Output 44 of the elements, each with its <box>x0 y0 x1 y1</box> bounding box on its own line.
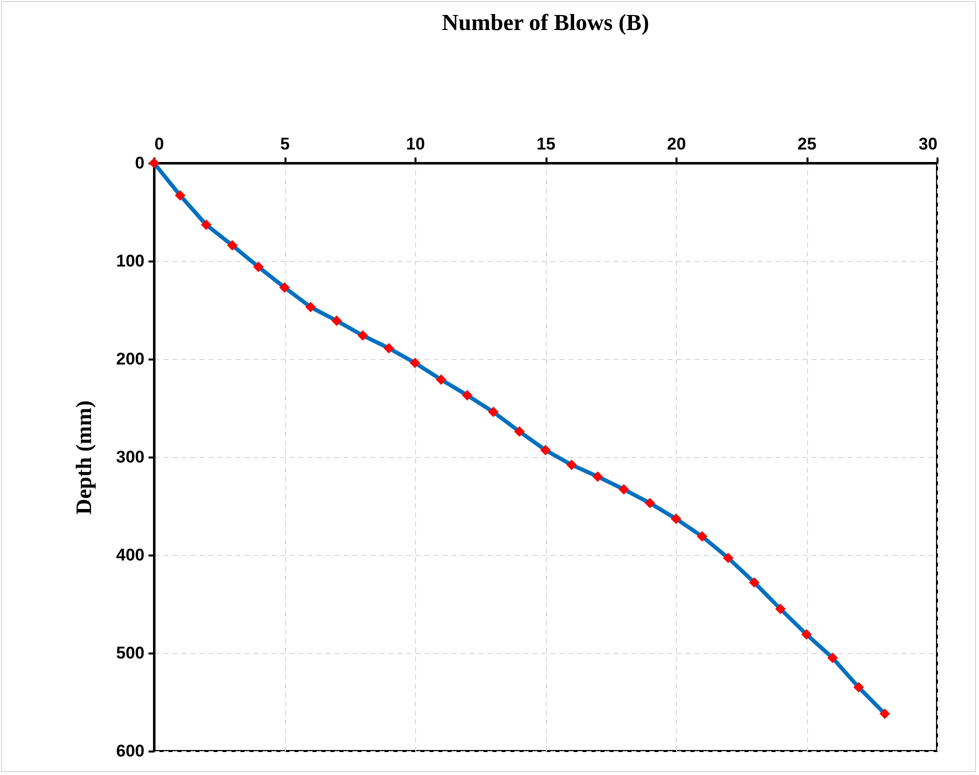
y-tick-label: 300 <box>116 448 144 466</box>
point <box>827 652 838 664</box>
point <box>279 282 290 293</box>
point <box>670 513 682 524</box>
x-tick-label: 15 <box>536 134 556 154</box>
point <box>618 484 630 495</box>
point <box>200 219 212 230</box>
point <box>436 374 446 385</box>
y-axis-title: Depth (mm) <box>71 400 96 515</box>
point <box>174 190 186 201</box>
point <box>488 406 499 418</box>
point <box>696 531 708 542</box>
y-tick-label: 0 <box>135 154 144 172</box>
x-tick-label: 5 <box>280 134 290 154</box>
point <box>384 342 394 354</box>
point <box>227 240 238 251</box>
point <box>462 390 472 401</box>
y-tick-label: 600 <box>116 742 144 760</box>
point <box>253 262 264 272</box>
point <box>566 460 577 470</box>
x-tick-label: 25 <box>798 134 816 154</box>
chart-title: Number of Blows (B) <box>442 10 650 35</box>
point <box>775 604 786 614</box>
point <box>592 471 603 482</box>
x-tick-label: 30 <box>918 134 938 154</box>
point <box>305 302 316 312</box>
point <box>410 358 420 368</box>
point <box>880 708 890 720</box>
point <box>331 316 342 326</box>
x-tick-label: 0 <box>154 134 164 154</box>
point <box>853 682 864 693</box>
y-tick-label: 500 <box>116 644 144 662</box>
y-tick-label: 400 <box>116 546 144 564</box>
y-tick-label: 200 <box>116 350 144 368</box>
point <box>514 426 525 437</box>
point <box>540 444 551 456</box>
point <box>749 577 760 588</box>
x-tick-label: 10 <box>406 134 425 154</box>
x-tick-label: 20 <box>667 134 686 154</box>
point <box>801 629 812 640</box>
point <box>358 330 368 341</box>
point <box>722 552 734 564</box>
y-tick-label: 100 <box>116 252 144 270</box>
point <box>644 498 656 508</box>
